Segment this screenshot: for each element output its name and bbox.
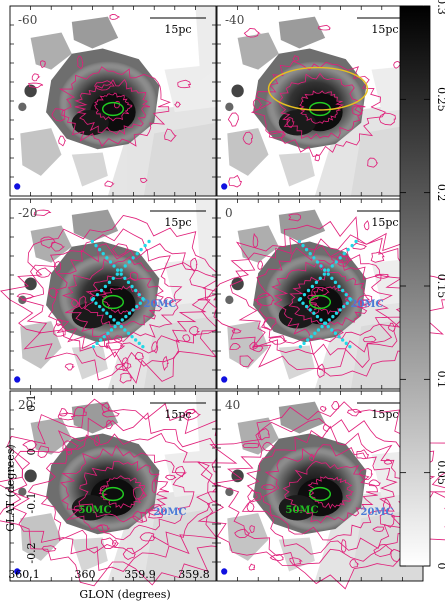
cloud-label: 20MC: [144, 299, 177, 310]
cloud-label: 50MC: [286, 505, 319, 516]
colorbar-tick-label: 0.2: [435, 184, 445, 202]
cloud-label: 50MC: [79, 505, 112, 516]
map-panel: 40 15pc 50MC 20MC: [197, 390, 445, 590]
x-tick-label: 360: [75, 568, 96, 581]
x-tick-label: 359.9: [124, 568, 156, 581]
map-panel: 0 15pc 20MC: [205, 198, 445, 390]
scale-label: 15pc: [371, 408, 398, 421]
y-tick-label: 0: [25, 449, 38, 456]
colorbar-tick-label: 0.25: [435, 87, 445, 112]
cloud-label: 20MC: [361, 507, 394, 518]
cloud-label: 20MC: [154, 507, 187, 518]
x-tick-label: 359.8: [178, 568, 210, 581]
map-panel: -20 15pc 20MC: [0, 198, 241, 390]
core-ellipse: [308, 294, 332, 310]
x-tick-label: 360.1: [8, 568, 40, 581]
map-panel: 20 15pc 50MC 20MC: [0, 390, 262, 587]
y-tick-label: 0.1: [25, 394, 38, 412]
contour-lines: [28, 14, 192, 188]
core-ellipse: [101, 294, 125, 310]
scale-label: 15pc: [371, 23, 398, 36]
velocity-label: 20: [18, 398, 33, 412]
colorbar-tick-label: 0.1: [435, 371, 445, 389]
yellow-ellipse: [267, 66, 369, 111]
core-ellipse: [101, 101, 125, 117]
velocity-label: -20: [18, 206, 37, 220]
contour-lines: [205, 213, 445, 378]
beam-marker: [14, 183, 21, 190]
y-tick-label: -0.1: [25, 492, 38, 513]
contour-lines: [0, 398, 262, 587]
scale-label: 15pc: [371, 216, 398, 229]
y-axis-label: GLAT (degrees): [4, 444, 17, 531]
beam-marker: [221, 568, 228, 575]
x-axis-label: GLON (degrees): [79, 588, 170, 601]
map-panel: -40 15pc: [216, 5, 424, 197]
beam-marker: [221, 183, 228, 190]
y-tick-label: -0.2: [25, 542, 38, 563]
velocity-label: 0: [225, 206, 233, 220]
cyan-dotted-lines: [297, 239, 358, 349]
velocity-label: -60: [18, 13, 37, 27]
scale-label: 15pc: [164, 216, 191, 229]
contour-lines: [0, 209, 241, 384]
core-ellipse: [101, 486, 125, 502]
colorbar-tick-label: 0.15: [435, 274, 445, 299]
velocity-label: -40: [225, 13, 244, 27]
colorbar: 0.3 0.25 0.2 0.15 0.1 0.05 0: [399, 0, 445, 570]
contour-lines: [197, 401, 445, 590]
beam-marker: [14, 568, 21, 575]
core-ellipse: [308, 486, 332, 502]
colorbar-tick-label: 0: [435, 563, 445, 570]
scale-label: 15pc: [164, 23, 191, 36]
cyan-dotted-lines: [90, 239, 151, 349]
colorbar-tick-label: 0.3: [435, 0, 445, 15]
scale-label: 15pc: [164, 408, 191, 421]
map-panel: -60 15pc: [9, 5, 217, 197]
contour-lines: [227, 24, 401, 188]
beam-marker: [14, 376, 21, 383]
cloud-label: 20MC: [351, 299, 384, 310]
beam-marker: [221, 376, 228, 383]
velocity-label: 40: [225, 398, 240, 412]
colorbar-tick-label: 0.05: [435, 460, 445, 485]
panel-grid: -60 15pc -40 15pc -20 15pc 20MC 0 15pc 20MC 20 15pc…: [0, 5, 445, 590]
